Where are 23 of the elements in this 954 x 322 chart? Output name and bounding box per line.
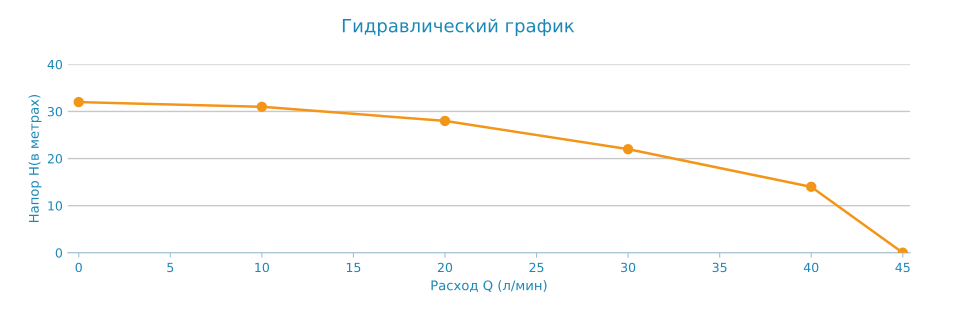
- x-tick-label: 35: [712, 262, 727, 272]
- x-tick-label: 20: [438, 262, 452, 272]
- y-tick-label: 10: [48, 201, 62, 211]
- y-tick-label: 40: [48, 60, 62, 70]
- x-tick-label: 0: [76, 262, 82, 272]
- point: [74, 96, 84, 108]
- chart-title: Гидравлический график: [342, 18, 574, 36]
- y-tick-label: 0: [56, 248, 62, 258]
- y-axis-title: Напор H(в метрах): [28, 94, 42, 222]
- x-tick-label: 40: [804, 262, 818, 272]
- point: [806, 182, 816, 192]
- point: [256, 102, 268, 112]
- x-tick-label: 5: [167, 262, 174, 272]
- x-tick-label: 15: [346, 262, 360, 272]
- x-tick-label: 25: [530, 262, 544, 272]
- x-axis-title: Расход Q (л/мин): [432, 280, 546, 292]
- y-tick-label: 20: [48, 154, 62, 164]
- x-tick-label: 30: [621, 262, 636, 272]
- y-tick-label: 30: [48, 106, 62, 116]
- point: [440, 116, 450, 126]
- x-tick-label: 45: [895, 262, 910, 272]
- point: [622, 144, 634, 154]
- x-tick-label: 10: [255, 262, 269, 272]
